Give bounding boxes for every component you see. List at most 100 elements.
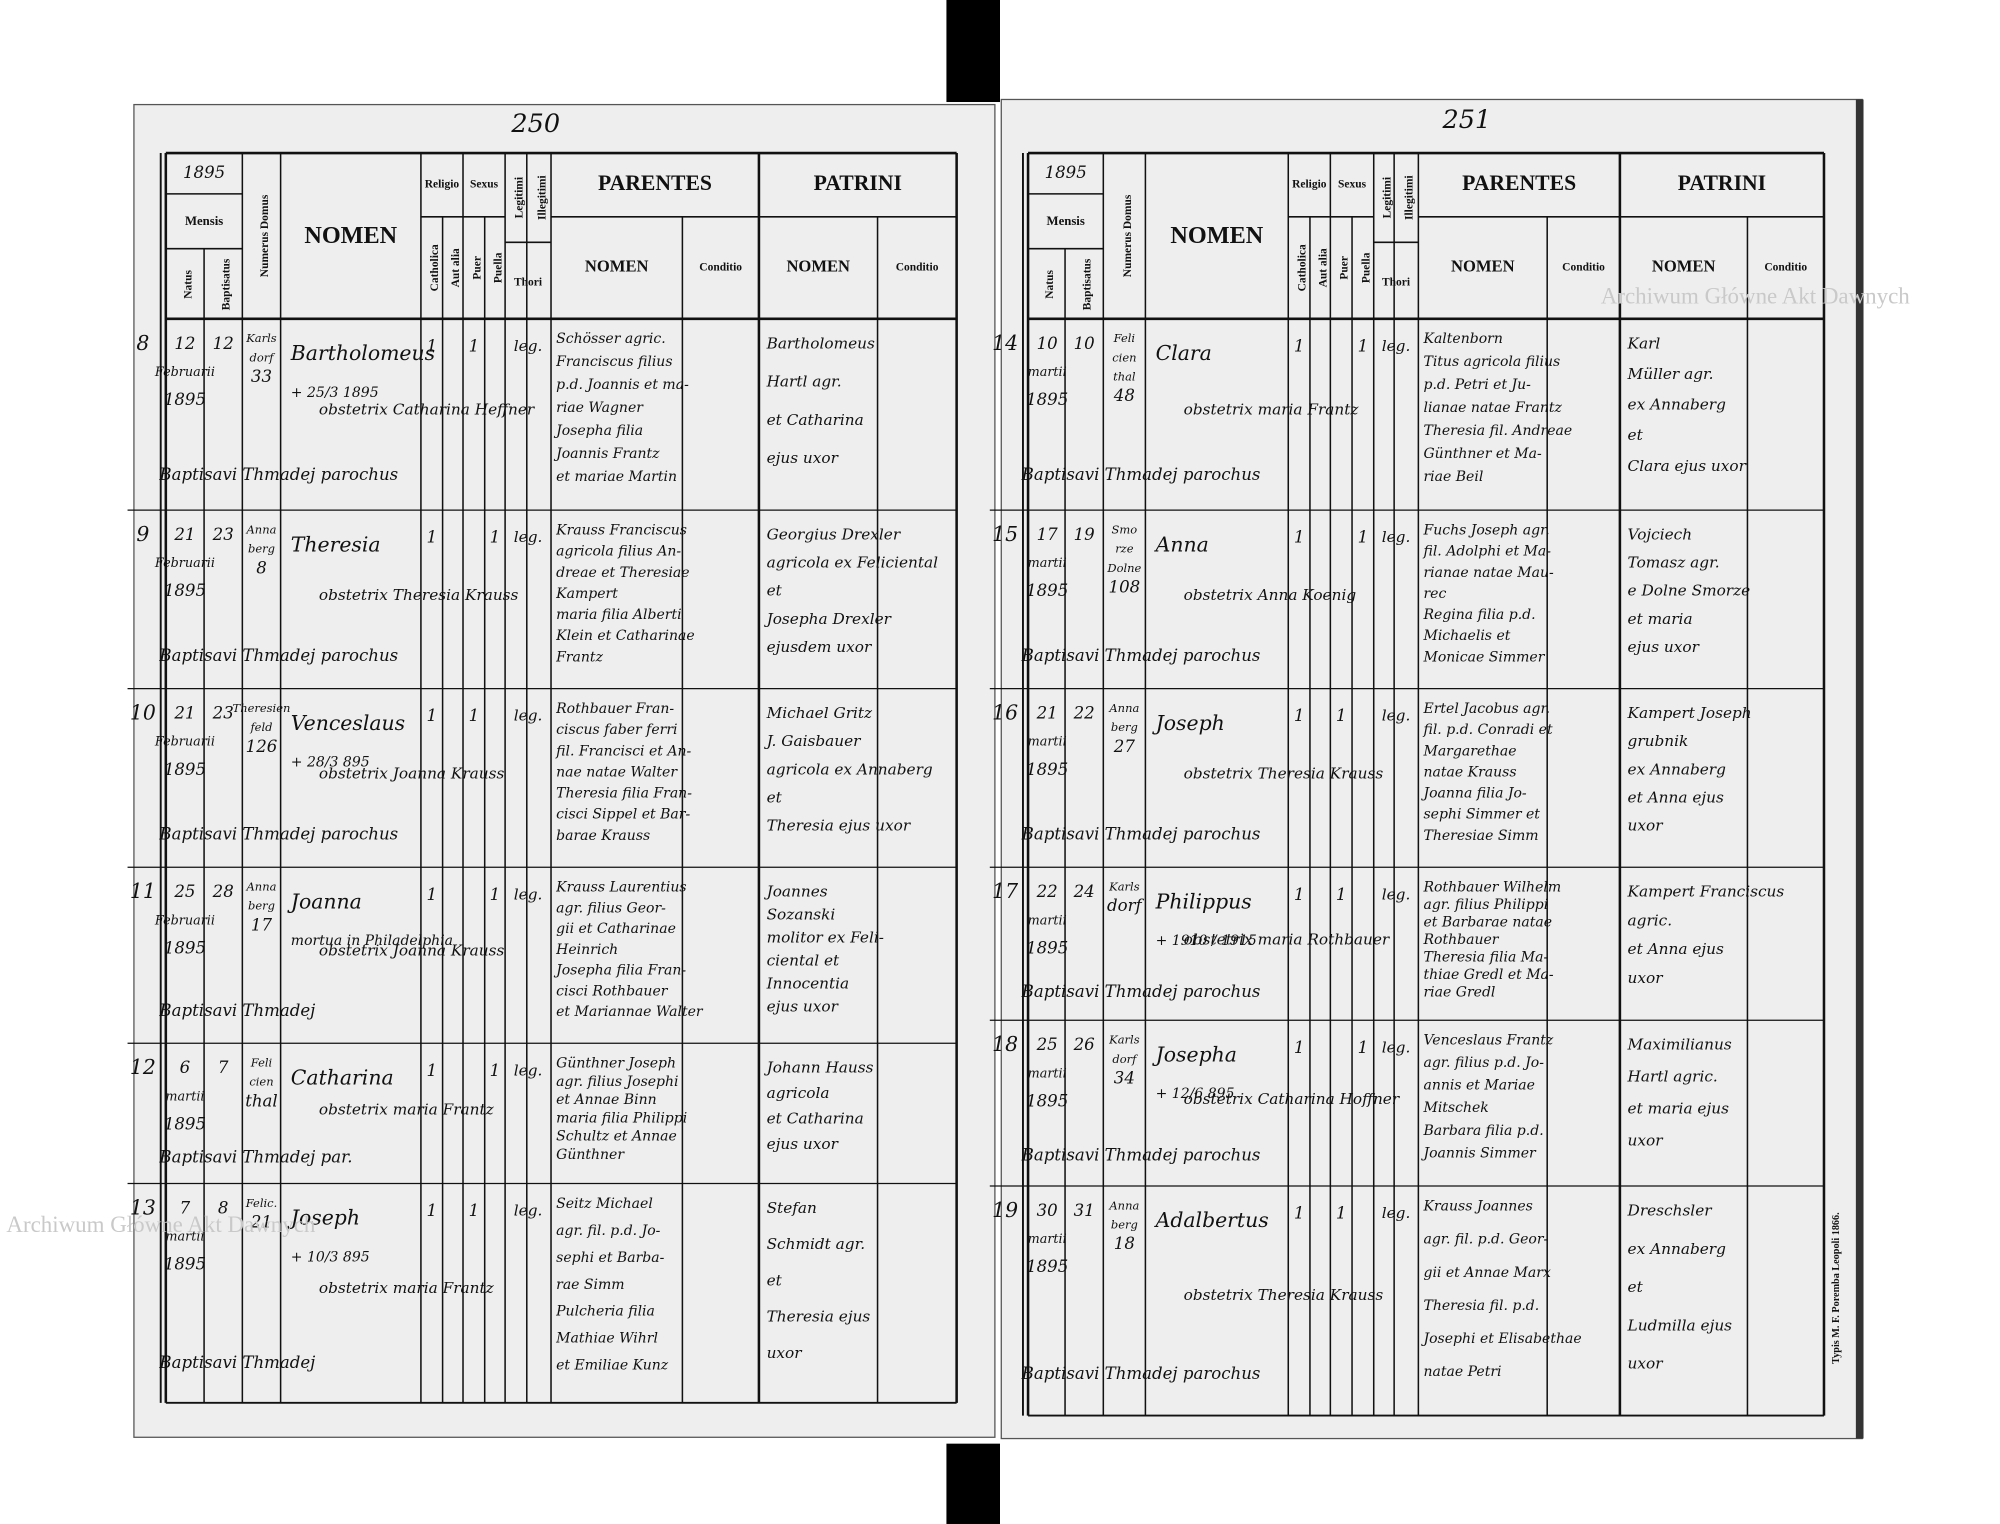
parents: dreae et Theresiae	[556, 565, 689, 581]
child-name: Theresia	[291, 532, 381, 556]
note: + 1910 / 1915	[1156, 933, 1257, 949]
godparents: et maria ejus	[1628, 1100, 1730, 1118]
binding-top	[946, 0, 1000, 103]
parents: Seitz Michael	[556, 1196, 653, 1212]
parents: Rothbauer Fran-	[555, 701, 674, 717]
baptized-by: Baptisavi Thmadej parochus	[1021, 465, 1261, 484]
parents: Josephi et Elisabethae	[1420, 1331, 1581, 1347]
baptized-by: Baptisavi Thmadej parochus	[1021, 982, 1261, 1001]
parents: Rothbauer Wilhelm	[1422, 880, 1561, 896]
godparents: ejus uxor	[767, 1135, 840, 1153]
thori-label: Thori	[1382, 277, 1411, 289]
domus-label: Numerus Domus	[259, 194, 271, 277]
parents: p.d. Petri et Ju-	[1423, 377, 1531, 393]
parents: Titus agricola filius	[1423, 354, 1560, 370]
parents: maria filia Philippi	[556, 1110, 687, 1126]
birth-date: 22	[1036, 882, 1058, 901]
parents: Schultz et Annae	[556, 1129, 677, 1145]
parents: rec	[1423, 586, 1446, 602]
parents: Pulcheria filia	[555, 1304, 655, 1320]
sex-mark: 1	[1358, 528, 1369, 547]
mensis: Mensis	[185, 214, 223, 228]
godparents: Michael Gritz	[766, 704, 873, 722]
parents: agr. fil. p.d. Geor-	[1423, 1232, 1548, 1248]
legitimacy: leg.	[514, 528, 543, 546]
legitimacy: leg.	[514, 1202, 543, 1220]
entry-number: 15	[992, 522, 1018, 546]
birth-date: 1895	[164, 1255, 206, 1274]
parents: rianae natae Mau-	[1423, 565, 1554, 581]
godparents: Ludmilla ejus	[1627, 1316, 1733, 1334]
house: Anna	[1108, 701, 1139, 715]
sex-mark: 1	[490, 885, 501, 904]
house: 18	[1114, 1234, 1135, 1253]
parents: agr. filius Philippi	[1423, 897, 1548, 913]
birth-date: 25	[1036, 1035, 1058, 1054]
godparents: Sozanski	[767, 906, 836, 924]
parentes-nomen-label: NOMEN	[1451, 257, 1515, 276]
entry-number: 12	[130, 1055, 156, 1079]
house: 21	[250, 1213, 272, 1232]
domus-label: Numerus Domus	[1122, 194, 1134, 277]
parents: agr. filius Geor-	[556, 900, 666, 916]
parents: Günthner et Ma-	[1423, 446, 1541, 462]
parents: natae Krauss	[1423, 764, 1516, 780]
house: 17	[251, 915, 273, 934]
parents: ciscus faber ferri	[556, 722, 677, 738]
birth-date: 30	[1037, 1201, 1059, 1220]
godparents: agricola	[767, 1084, 830, 1102]
godparents: Hartl agric.	[1627, 1068, 1718, 1086]
house: 33	[251, 367, 272, 386]
parents: Theresia filia Ma-	[1423, 950, 1548, 966]
patrini-label: PATRINI	[1678, 171, 1766, 195]
baptism-date: 23	[212, 525, 234, 544]
patrini-nomen-label: NOMEN	[786, 257, 850, 276]
house: Feli	[1113, 331, 1136, 345]
religion-mark: 1	[1294, 528, 1305, 547]
entry-number: 10	[130, 701, 156, 725]
godparents: Theresia ejus	[767, 1308, 871, 1326]
house: berg	[248, 542, 275, 556]
baptized-by: Baptisavi Thmadej parochus	[1021, 825, 1261, 844]
baptized-by: Baptisavi Thmadej parochus	[1021, 1364, 1261, 1383]
page-number: 250	[510, 109, 560, 139]
godparents: Georgius Drexler	[767, 526, 902, 544]
parents: et mariae Martin	[556, 469, 677, 485]
baptized-by: Baptisavi Thmadej parochus	[1021, 1146, 1261, 1165]
parents: Josepha filia Fran-	[553, 963, 686, 979]
child-name: Joseph	[287, 1206, 360, 1230]
sex-mark: 1	[1336, 885, 1347, 904]
birth-date: Februarii	[154, 735, 215, 750]
house: feld	[249, 720, 272, 734]
birth-date: martii	[1028, 365, 1067, 380]
birth-date: 6	[180, 1058, 191, 1077]
godparents: Maximilianus	[1627, 1036, 1732, 1054]
parents: agr. filius Josephi	[556, 1074, 678, 1090]
midwife: obstetrix maria Frantz	[319, 1101, 495, 1119]
entry-number: 13	[130, 1195, 156, 1219]
birth-date: 1895	[164, 938, 206, 957]
house: Smo	[1112, 523, 1138, 537]
house: 126	[246, 737, 278, 756]
patrini-nomen-label: NOMEN	[1652, 257, 1716, 276]
child-name: Anna	[1154, 532, 1209, 556]
legitimi-label: Legitimi	[1381, 176, 1393, 218]
parents: Theresiae Simm	[1423, 828, 1538, 844]
birth-date: martii	[165, 1230, 204, 1245]
parents: Michaelis et	[1422, 628, 1510, 644]
sex-mark: 1	[490, 528, 501, 547]
religion-mark: 1	[1294, 1038, 1305, 1057]
baptism-date: 22	[1073, 704, 1095, 723]
parents: lianae natae Frantz	[1423, 400, 1562, 416]
parents: Mitschek	[1422, 1100, 1488, 1116]
natus-label: Natus	[1044, 270, 1056, 299]
godparents: Kampert Franciscus	[1627, 883, 1785, 901]
birth-date: Februarii	[154, 556, 215, 571]
godparents: Schmidt agr.	[767, 1235, 866, 1253]
parents: barae Krauss	[556, 828, 650, 844]
legitimacy: leg.	[1382, 885, 1411, 903]
house: Anna	[246, 523, 277, 537]
house: cien	[249, 1075, 273, 1089]
parents: fil. Francisci et An-	[555, 743, 691, 759]
parents: cisci Sippel et Bar-	[556, 807, 690, 823]
